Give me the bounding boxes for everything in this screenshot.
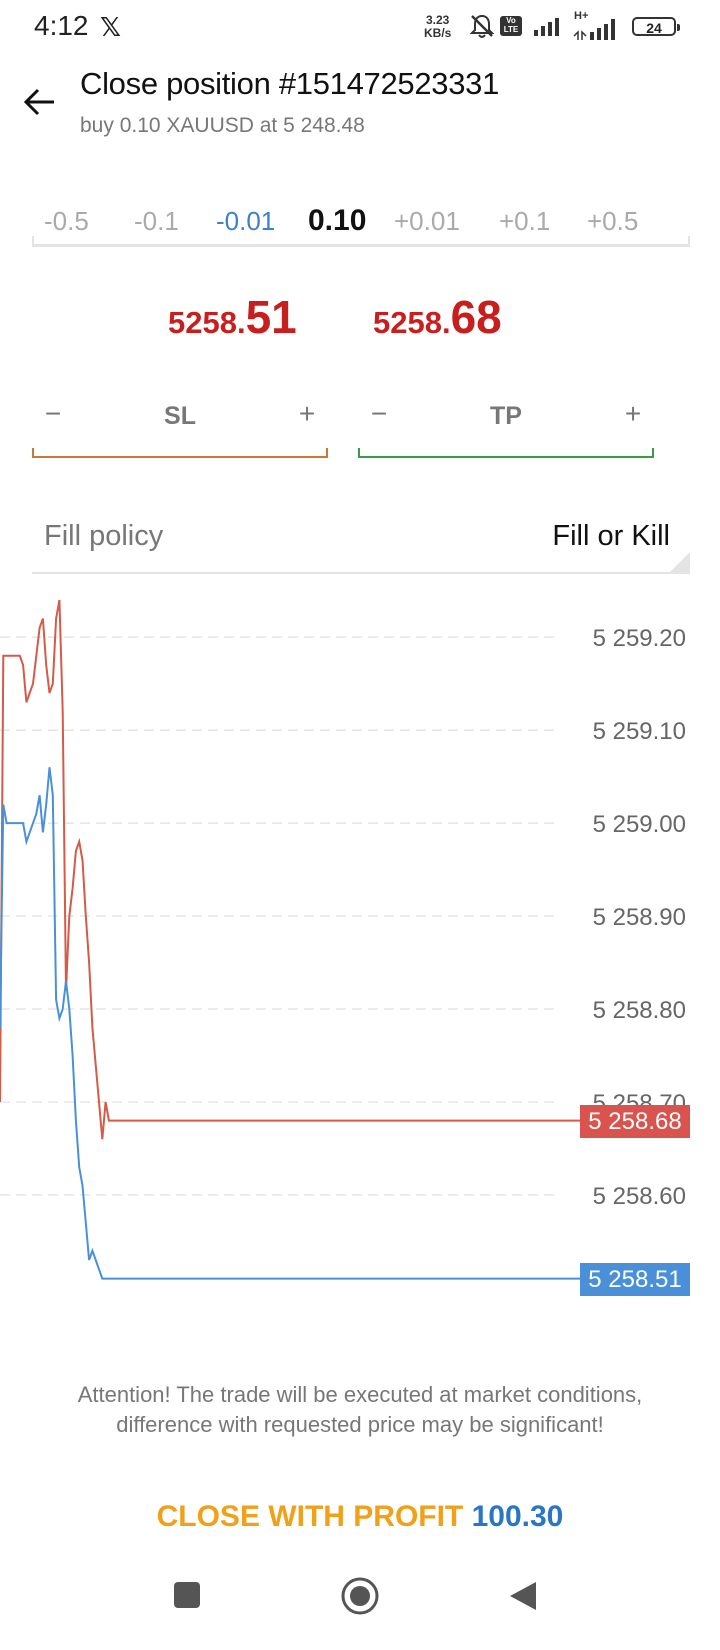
- volume-plus-0.5-button[interactable]: +0.5: [587, 206, 639, 236]
- recent-apps-icon[interactable]: [172, 1580, 202, 1610]
- network-speed: 3.23 KB/s: [424, 14, 451, 40]
- volte-line1: Vo: [506, 16, 516, 25]
- stop-loss-control: − SL +: [32, 390, 328, 458]
- volume-minus-0.5-button[interactable]: -0.5: [44, 206, 89, 236]
- fill-policy-label: Fill policy: [44, 520, 164, 552]
- signal-h-icon: [573, 19, 615, 40]
- network-speed-value: 3.23: [425, 13, 450, 27]
- y-tick-label: 5 259.20: [593, 625, 686, 652]
- fill-policy-underline: [32, 572, 690, 574]
- back-arrow-icon[interactable]: [22, 84, 58, 120]
- sl-increase-button[interactable]: +: [298, 398, 316, 429]
- bid-price-main: 5258.: [168, 305, 246, 340]
- y-tick-label: 5 258.80: [593, 997, 686, 1024]
- ask-price: 5258.68: [373, 290, 502, 344]
- home-icon[interactable]: [340, 1576, 380, 1616]
- close-with-profit-button[interactable]: CLOSE WITH PROFIT 100.30: [0, 1500, 720, 1534]
- status-bar: 4:12 𝕏 3.23 KB/s Vo LTE H+ 24: [0, 0, 720, 52]
- volume-plus-0.01-button[interactable]: +0.01: [394, 206, 460, 236]
- position-subtitle: buy 0.10 XAUUSD at 5 248.48: [80, 114, 365, 137]
- execution-warning: Attention! The trade will be executed at…: [77, 1382, 643, 1437]
- dropdown-corner-icon: [670, 552, 690, 572]
- ask-price-line: [0, 599, 580, 1140]
- bid-price-pips: 51: [245, 291, 297, 343]
- status-time: 4:12: [34, 10, 89, 41]
- network-speed-unit: KB/s: [424, 26, 452, 40]
- bell-off-icon: [469, 14, 495, 38]
- volume-stepper: -0.5 -0.1 -0.01 0.10 +0.01 +0.1 +0.5: [32, 200, 690, 260]
- volume-value[interactable]: 0.10: [308, 204, 367, 237]
- y-tick-label: 5 259.00: [593, 811, 686, 838]
- y-tick-label: 5 258.90: [593, 904, 686, 931]
- y-tick-label: 5 258.60: [593, 1183, 686, 1210]
- volume-minus-0.01-button[interactable]: -0.01: [216, 206, 276, 236]
- volte-icon: Vo LTE: [500, 16, 522, 36]
- x-app-icon: 𝕏: [100, 12, 121, 42]
- tp-increase-button[interactable]: +: [624, 398, 642, 429]
- price-chart: 5 259.20 5 259.10 5 259.00 5 258.90 5 258.80…: [0, 599, 720, 1320]
- fill-policy-value: Fill or Kill: [552, 520, 670, 552]
- price-chart-svg: 5 259.20 5 259.10 5 259.00 5 258.90 5 258.80…: [0, 599, 686, 1280]
- volte-line2: LTE: [503, 25, 519, 34]
- back-icon[interactable]: [508, 1580, 538, 1612]
- volume-minus-0.1-button[interactable]: -0.1: [134, 206, 179, 236]
- y-tick-label: 5 259.10: [593, 718, 686, 745]
- fill-policy-select[interactable]: Fill policy Fill or Kill: [32, 506, 690, 574]
- close-button-amount: 100.30: [471, 1500, 564, 1533]
- tp-label[interactable]: TP: [490, 402, 522, 430]
- tp-decrease-button[interactable]: −: [370, 398, 388, 429]
- tp-underline: [358, 448, 654, 458]
- page-title: Close position #151472523331: [80, 66, 500, 101]
- bid-price-line: [0, 767, 580, 1280]
- ask-price-pips: 68: [450, 291, 502, 343]
- sl-underline: [32, 448, 328, 458]
- ask-price-tag: 5 258.68: [580, 1104, 690, 1138]
- bid-price: 5258.51: [168, 290, 297, 344]
- signal-icon: [534, 18, 559, 36]
- sl-decrease-button[interactable]: −: [44, 398, 62, 429]
- sl-label[interactable]: SL: [164, 402, 196, 430]
- volume-plus-0.1-button[interactable]: +0.1: [499, 206, 551, 236]
- ask-price-main: 5258.: [373, 305, 451, 340]
- close-button-label: CLOSE WITH PROFIT: [156, 1500, 464, 1533]
- battery-icon: 24: [632, 17, 680, 36]
- take-profit-control: − TP +: [358, 390, 654, 458]
- volume-underline: [32, 236, 690, 247]
- network-type: H+: [574, 10, 589, 22]
- bid-price-tag: 5 258.51: [580, 1262, 690, 1296]
